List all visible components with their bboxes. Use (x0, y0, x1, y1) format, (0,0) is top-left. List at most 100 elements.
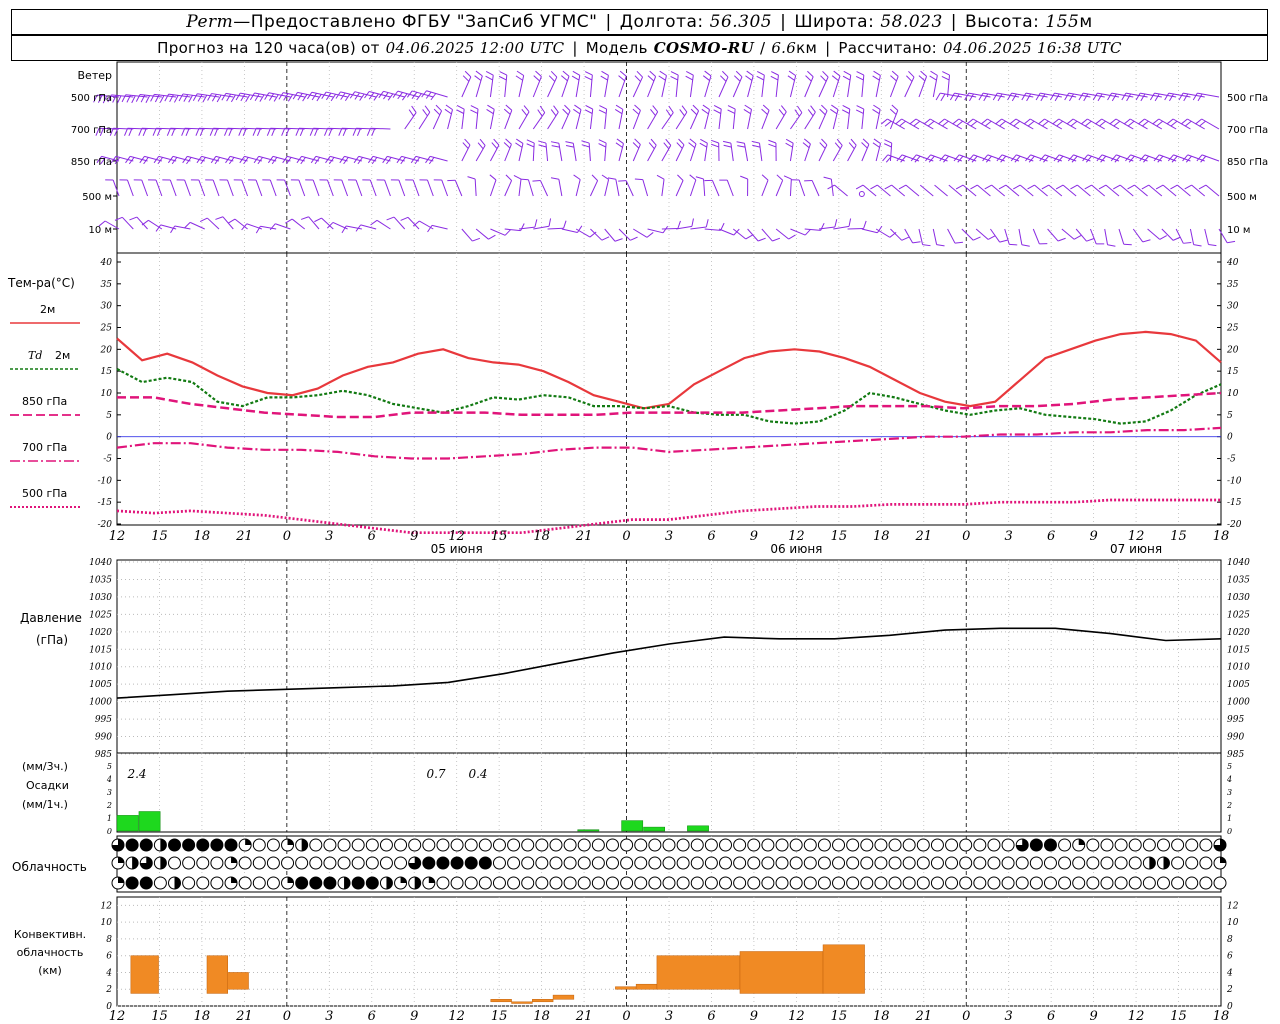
cloud-circle (832, 856, 846, 870)
cloud-circle (422, 856, 436, 870)
wind-barb (139, 155, 162, 165)
barb-shaft (975, 228, 989, 240)
wind-barb (114, 216, 134, 230)
time-tick-label: 9 (410, 529, 418, 544)
barb-feather (264, 92, 270, 100)
barb-feather (618, 75, 625, 82)
barb-feather (1082, 154, 1089, 162)
time-tick-label: 15 (831, 529, 848, 544)
barb-feather (584, 75, 593, 81)
barb-feather (397, 92, 403, 100)
barb-shaft (861, 144, 870, 162)
barb-feather (297, 93, 303, 101)
cloud-circle (747, 838, 761, 852)
barb-shaft (661, 179, 665, 197)
cloud-cover-symbol (351, 838, 365, 852)
cloud-cover-symbol (1086, 838, 1100, 852)
barb-feather (966, 118, 974, 125)
barb-shaft (244, 155, 262, 162)
cloud-circle (1072, 856, 1086, 870)
barb-feather (668, 105, 674, 113)
barb-feather (562, 108, 569, 116)
cloud-cover-symbol (832, 856, 846, 870)
cloud-circle (577, 856, 591, 870)
conv-y-tick: 12 (101, 901, 113, 911)
barb-feather (353, 156, 360, 164)
barb-feather (843, 70, 851, 76)
pressure-y-tick: 1010 (89, 663, 112, 673)
cloud-cover-symbol (196, 856, 210, 870)
barb-feather (269, 223, 276, 231)
barb-feather (663, 142, 670, 150)
barb-feather (356, 128, 362, 137)
barb-feather (283, 93, 289, 101)
cloud-cover-symbol (662, 838, 676, 852)
conv-y-tick-right: 2 (1226, 985, 1233, 995)
wind-barb (702, 70, 712, 98)
cloud-circle (620, 856, 634, 870)
barb-shaft (1077, 184, 1091, 197)
cloud-circle (210, 876, 224, 890)
cloud-cover-symbol (817, 856, 831, 870)
cloud-cover-symbol (1029, 856, 1043, 870)
barb-feather (266, 128, 271, 136)
cloud-cover-symbol (394, 876, 408, 890)
barb-feather (532, 180, 541, 182)
cloud-cover-symbol (281, 856, 295, 870)
barb-feather (383, 92, 389, 100)
barb-feather (834, 142, 841, 150)
wind-barb (1013, 184, 1034, 197)
barb-feather (705, 219, 709, 228)
barb-shaft (572, 143, 577, 162)
barb-feather (772, 237, 781, 242)
cloud-cover-symbol (394, 856, 408, 870)
barb-feather (367, 156, 374, 164)
wind-barb (267, 155, 291, 165)
barb-feather (550, 109, 557, 117)
barb-feather (1009, 243, 1018, 246)
cloud-cover-symbol (930, 838, 944, 852)
cloud-cover-symbol (1171, 876, 1185, 890)
cloud-cover-symbol (690, 856, 704, 870)
wind-barb (526, 139, 535, 162)
wind-barb (889, 104, 899, 130)
barb-shaft (101, 155, 120, 162)
wind-barb (818, 138, 828, 162)
barb-feather (273, 94, 279, 102)
barb-feather (634, 178, 643, 181)
barb-feather (908, 70, 915, 78)
wind-barb (740, 175, 749, 197)
barb-feather (896, 154, 903, 162)
wind-barb (1166, 118, 1191, 130)
barb-shaft (330, 155, 348, 162)
cloud-circle (168, 856, 182, 870)
wind-barb (751, 140, 763, 162)
barb-feather (256, 128, 262, 137)
cloud-circle (238, 856, 252, 870)
wind-barb (1132, 228, 1151, 243)
cloud-half (386, 877, 393, 889)
wind-barb (732, 70, 743, 98)
cloud-three-quarter (1016, 839, 1029, 852)
barb-feather (1111, 93, 1117, 102)
wind-barb (670, 71, 679, 98)
wind-barb (601, 174, 610, 197)
wind-barb (300, 216, 320, 230)
barb-feather (770, 75, 779, 81)
cloud-circle (888, 856, 902, 870)
cloud-cover-symbol (535, 856, 549, 870)
barb-feather (563, 220, 567, 229)
barb-shaft (187, 155, 205, 162)
cloud-circle (535, 838, 549, 852)
barb-shaft (689, 75, 694, 98)
temp-y-tick: -20 (98, 520, 113, 530)
wind-barb (948, 184, 963, 197)
barb-shaft (589, 75, 593, 98)
precip-bar (621, 820, 644, 832)
barb-feather (1193, 244, 1202, 247)
cloud-circle (704, 876, 718, 890)
cloud-circle (846, 838, 860, 852)
cloud-cover-symbol (690, 838, 704, 852)
cloud-circle (634, 856, 648, 870)
barb-shaft (761, 179, 769, 197)
